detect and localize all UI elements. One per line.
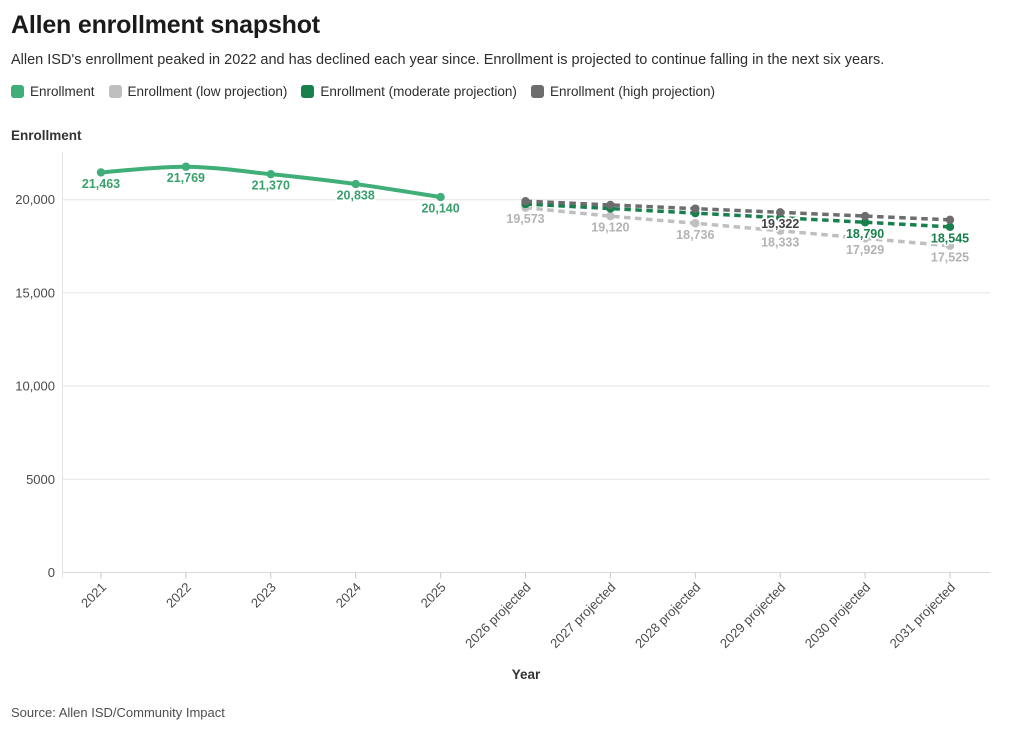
legend-item-2[interactable]: Enrollment (moderate projection) [301, 84, 517, 99]
legend-swatch-icon [530, 85, 544, 98]
data-point[interactable] [860, 218, 870, 227]
y-tick-label: 20,000 [15, 192, 55, 207]
data-point-label: 18,790 [846, 227, 884, 241]
data-point[interactable] [181, 162, 191, 171]
series-line-3 [525, 199, 951, 222]
data-point[interactable] [691, 219, 700, 228]
data-point-label: 19,322 [761, 217, 799, 231]
data-point-label: 20,140 [421, 202, 459, 216]
x-tick-label: 2031 projected [887, 580, 958, 651]
y-tick-label: 15,000 [15, 285, 55, 300]
legend-label: Enrollment (high projection) [549, 84, 716, 99]
legend-item-0[interactable]: Enrollment [11, 84, 95, 99]
data-point[interactable] [776, 208, 785, 217]
y-axis-title: Enrollment [11, 128, 82, 143]
x-tick-label: 2023 [248, 580, 279, 611]
data-point[interactable] [691, 204, 700, 213]
data-point[interactable] [945, 215, 955, 225]
page-title: Allen enrollment snapshot [11, 11, 320, 39]
data-point[interactable] [860, 211, 870, 221]
chart-legend: Enrollment Enrollment (low projection) Enr… [11, 84, 715, 99]
data-point-label: 19,573 [506, 212, 544, 226]
x-tick-label: 2026 projected [462, 580, 533, 651]
x-tick-label: 2030 projected [802, 580, 873, 651]
series-line-1 [525, 205, 951, 248]
y-tick-label: 10,000 [15, 379, 55, 394]
legend-label: Enrollment (low projection) [127, 84, 288, 99]
data-point-label: 21,370 [252, 179, 290, 193]
data-point-label: 18,736 [676, 228, 714, 242]
data-point[interactable] [436, 192, 445, 202]
data-point-label: 20,838 [337, 189, 375, 203]
legend-item-3[interactable]: Enrollment (high projection) [530, 84, 716, 99]
data-point-label: 17,525 [931, 250, 969, 264]
x-tick-label: 2025 [418, 580, 449, 611]
data-point[interactable] [351, 179, 360, 189]
x-tick-label: 2029 projected [717, 580, 788, 651]
data-point[interactable] [96, 168, 106, 177]
x-axis-title: Year [511, 667, 541, 682]
line-chart: 0 5000 10,000 15,000 20,000 2021 2022 2023 2024 2… [15, 152, 990, 651]
data-point-label: 21,463 [82, 177, 120, 191]
source-note: Source: Allen ISD/Community Impact [11, 705, 225, 720]
chart-subtitle: Allen ISD's enrollment peaked in 2022 an… [11, 52, 885, 68]
data-point-label: 17,929 [846, 243, 884, 257]
data-point[interactable] [860, 234, 870, 243]
legend-swatch-icon [301, 85, 315, 98]
data-point[interactable] [606, 200, 615, 210]
x-tick-label: 2022 [163, 580, 194, 611]
x-tick-label: 2027 projected [547, 580, 618, 651]
x-tick-label: 2024 [333, 580, 364, 611]
y-tick-label: 5000 [26, 472, 55, 487]
series-line-2 [525, 202, 951, 229]
legend-swatch-icon [108, 85, 122, 98]
data-point[interactable] [606, 211, 615, 221]
data-point[interactable] [945, 241, 955, 251]
legend-item-1[interactable]: Enrollment (low projection) [108, 84, 288, 99]
x-tick-label: 2021 [78, 580, 109, 611]
data-point-label: 18,333 [761, 235, 799, 249]
legend-swatch-icon [11, 85, 24, 98]
data-point-label: 19,120 [591, 221, 629, 235]
data-point-label: 21,769 [167, 171, 205, 185]
y-tick-label: 0 [48, 565, 55, 580]
data-point[interactable] [945, 222, 955, 232]
data-point[interactable] [521, 196, 530, 206]
legend-label: Enrollment [30, 84, 95, 99]
data-point-label: 18,545 [931, 231, 969, 245]
data-point[interactable] [776, 226, 785, 235]
x-tick-label: 2028 projected [632, 580, 703, 651]
legend-label: Enrollment (moderate projection) [320, 84, 517, 99]
data-point[interactable] [266, 169, 275, 179]
